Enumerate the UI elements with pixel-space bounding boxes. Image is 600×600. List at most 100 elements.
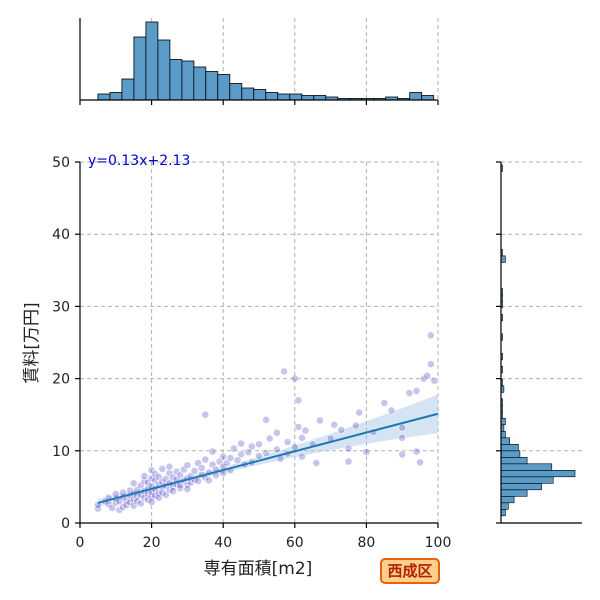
y-tick-label: 20 <box>52 372 70 388</box>
regression-equation: y=0.13x+2.13 <box>88 153 190 169</box>
y-tick-label: 10 <box>52 444 70 460</box>
scatter-point <box>262 449 271 457</box>
top-hist-bar <box>241 87 255 101</box>
right-hist-bar <box>500 417 506 426</box>
scatter-point <box>233 456 242 465</box>
scatter-point <box>265 434 274 443</box>
right-hist-bar <box>500 437 510 445</box>
top-hist-bar <box>157 39 171 101</box>
right-hist-bar <box>500 489 528 497</box>
scatter-point <box>412 386 421 395</box>
scatter-point <box>337 425 346 434</box>
top-hist-bar <box>421 95 435 101</box>
scatter-point <box>190 467 199 475</box>
scatter-point <box>147 498 156 506</box>
x-tick-label: 80 <box>357 535 375 551</box>
top-marginal-histogram <box>79 18 439 105</box>
right-hist-bar <box>500 430 506 439</box>
top-hist-bar <box>265 92 279 101</box>
district-badge: 西成区 <box>380 558 440 584</box>
scatter-point <box>430 376 439 385</box>
scatter-point <box>380 399 389 407</box>
scatter-point <box>290 374 299 383</box>
scatter-point <box>158 464 167 473</box>
scatter-point <box>201 455 210 464</box>
right-hist-bar <box>500 443 519 452</box>
right-hist-bar <box>500 476 554 484</box>
top-hist-bar <box>193 66 207 101</box>
right-hist-bar <box>500 502 509 510</box>
top-hist-bar <box>121 78 135 101</box>
scatter-point <box>244 448 253 457</box>
top-hist-bar <box>289 93 303 101</box>
scatter-point <box>165 462 174 471</box>
scatter-point <box>344 457 353 466</box>
right-hist-bar <box>500 255 506 263</box>
scatter-point <box>426 360 435 369</box>
scatter-point <box>298 452 306 461</box>
scatter-point <box>426 331 435 340</box>
x-tick-label: 0 <box>76 535 85 551</box>
y-tick-label: 0 <box>61 516 70 532</box>
scatter-point <box>208 447 217 456</box>
scatter-point <box>255 440 263 449</box>
right-hist-bar <box>500 508 506 517</box>
top-hist-bar <box>409 92 423 101</box>
y-tick-label: 30 <box>52 299 70 315</box>
scatter-point <box>330 420 339 429</box>
scatter-point <box>351 421 360 430</box>
scatter-point <box>204 476 213 485</box>
regression-confidence-band <box>97 394 439 508</box>
scatter-point <box>312 459 321 467</box>
scatter-point <box>272 445 281 454</box>
x-tick-label: 100 <box>425 535 452 551</box>
x-axis-label: 専有面積[m2] <box>204 559 313 579</box>
scatter-point <box>169 487 177 496</box>
right-hist-bar <box>500 463 553 471</box>
right-hist-bar <box>500 450 521 458</box>
scatter-point <box>280 367 288 376</box>
scatter-point <box>183 485 192 493</box>
scatter-point <box>294 423 303 431</box>
scatter-point <box>301 426 310 435</box>
top-hist-bar <box>181 60 195 101</box>
scatter-point <box>412 447 421 456</box>
scatter-point <box>226 454 235 462</box>
scatter-point <box>344 444 353 453</box>
scatter-point <box>387 406 396 415</box>
right-hist-bar <box>500 482 542 491</box>
scatter-point <box>416 458 424 467</box>
scatter-point <box>272 428 281 437</box>
scatter-point <box>219 452 228 461</box>
top-hist-bar <box>133 36 147 101</box>
scatter-point <box>183 461 192 470</box>
right-hist-bar <box>500 469 576 478</box>
scatter-point <box>201 410 210 419</box>
y-axis-label: 賃料[万円] <box>22 302 42 383</box>
scatter-point <box>398 433 407 442</box>
right-hist-bar <box>500 495 515 504</box>
scatter-point <box>237 439 245 448</box>
top-hist-bar <box>109 92 123 101</box>
scatter-point <box>255 451 263 460</box>
scatter-point <box>355 408 364 417</box>
top-hist-bar <box>145 21 159 101</box>
y-tick-label: 50 <box>52 155 70 171</box>
x-tick-label: 20 <box>143 535 161 551</box>
scatter-point <box>405 389 414 397</box>
scatter-point <box>237 450 245 459</box>
top-hist-bar <box>169 59 183 101</box>
scatter-point <box>136 499 145 508</box>
main-scatter-plot: 0 20 40 60 80 100 0 10 20 30 40 50 y=0.13x+2.13 専有面… <box>22 153 451 579</box>
top-hist-bar <box>97 93 111 101</box>
x-tick-label: 60 <box>286 535 304 551</box>
scatter-point <box>283 438 292 446</box>
top-hist-bar <box>301 95 315 101</box>
right-hist-bar <box>500 456 528 465</box>
scatter-point <box>140 472 149 480</box>
x-tick-label: 40 <box>214 535 232 551</box>
y-tick-label: 40 <box>52 227 70 243</box>
scatter-point <box>362 448 371 457</box>
scatter-point <box>398 423 407 432</box>
top-hist-bar <box>217 74 231 101</box>
